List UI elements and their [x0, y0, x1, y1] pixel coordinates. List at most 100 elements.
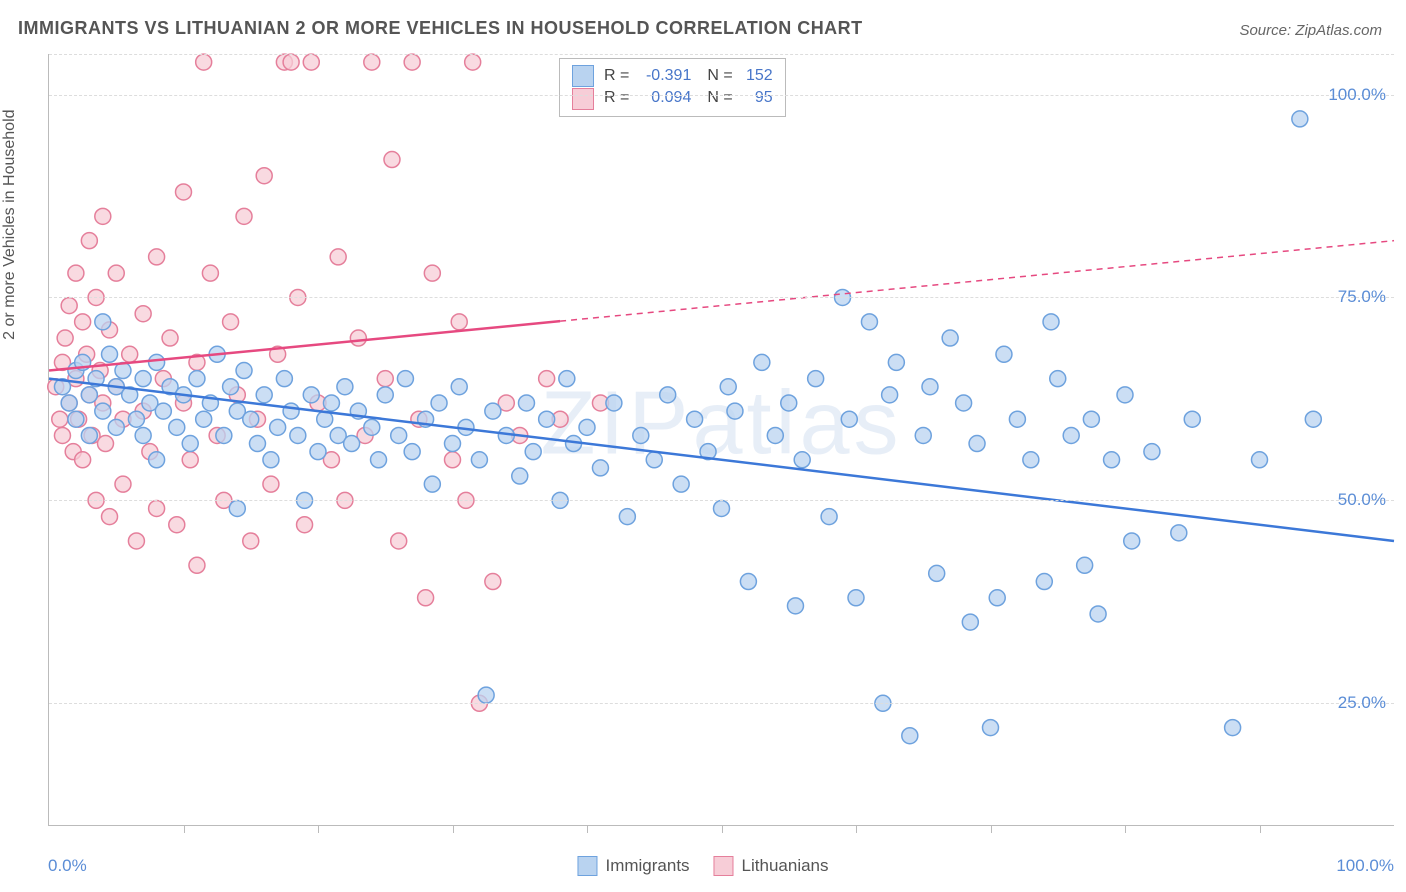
- data-point: [95, 314, 111, 330]
- data-point: [182, 436, 198, 452]
- data-point: [81, 233, 97, 249]
- data-point: [54, 427, 70, 443]
- n-label: N =: [707, 87, 732, 109]
- data-point: [539, 411, 555, 427]
- data-point: [1117, 387, 1133, 403]
- data-point: [1171, 525, 1187, 541]
- data-point: [1023, 452, 1039, 468]
- data-point: [1124, 533, 1140, 549]
- data-point: [848, 590, 864, 606]
- data-point: [397, 371, 413, 387]
- data-point: [364, 54, 380, 70]
- data-point: [236, 208, 252, 224]
- gridline: [49, 54, 1394, 55]
- data-point: [787, 598, 803, 614]
- data-point: [310, 444, 326, 460]
- data-point: [579, 419, 595, 435]
- legend-label-lithuanians: Lithuanians: [742, 856, 829, 876]
- y-tick-label: 25.0%: [1338, 693, 1386, 713]
- data-point: [518, 395, 534, 411]
- data-point: [135, 427, 151, 443]
- legend-stats-row-immigrants: R = -0.391 N = 152: [572, 65, 773, 87]
- data-point: [1144, 444, 1160, 460]
- data-point: [451, 314, 467, 330]
- source-attribution: Source: ZipAtlas.com: [1239, 22, 1382, 39]
- data-point: [243, 533, 259, 549]
- data-point: [445, 452, 461, 468]
- data-point: [781, 395, 797, 411]
- data-point: [714, 500, 730, 516]
- regression-line-dashed: [560, 241, 1394, 322]
- data-point: [97, 436, 113, 452]
- data-point: [229, 500, 245, 516]
- x-axis-max-label: 100.0%: [1336, 856, 1394, 876]
- data-point: [1184, 411, 1200, 427]
- data-point: [202, 265, 218, 281]
- data-point: [135, 371, 151, 387]
- data-point: [465, 54, 481, 70]
- gridline: [49, 703, 1394, 704]
- data-point: [754, 354, 770, 370]
- data-point: [996, 346, 1012, 362]
- data-point: [821, 509, 837, 525]
- data-point: [983, 720, 999, 736]
- n-value-immigrants: 152: [739, 65, 773, 87]
- data-point: [633, 427, 649, 443]
- data-point: [431, 395, 447, 411]
- data-point: [149, 500, 165, 516]
- legend-swatch-immigrants: [572, 65, 594, 87]
- data-point: [525, 444, 541, 460]
- data-point: [297, 517, 313, 533]
- data-point: [424, 265, 440, 281]
- data-point: [236, 363, 252, 379]
- plot-area: ZIPatlas R = -0.391 N = 152 R = 0.094 N …: [48, 54, 1394, 826]
- chart-svg: [49, 54, 1394, 825]
- legend-stats: R = -0.391 N = 152 R = 0.094 N = 95: [559, 58, 786, 117]
- data-point: [424, 476, 440, 492]
- data-point: [243, 411, 259, 427]
- data-point: [606, 395, 622, 411]
- data-point: [687, 411, 703, 427]
- regression-line: [49, 321, 560, 370]
- data-point: [956, 395, 972, 411]
- data-point: [283, 403, 299, 419]
- data-point: [1063, 427, 1079, 443]
- data-point: [512, 468, 528, 484]
- data-point: [303, 54, 319, 70]
- data-point: [808, 371, 824, 387]
- data-point: [592, 460, 608, 476]
- data-point: [350, 330, 366, 346]
- n-value-lithuanians: 95: [739, 87, 773, 109]
- data-point: [75, 314, 91, 330]
- x-tick: [991, 825, 992, 833]
- y-tick-label: 50.0%: [1338, 490, 1386, 510]
- data-point: [196, 411, 212, 427]
- data-point: [196, 54, 212, 70]
- data-point: [619, 509, 635, 525]
- x-tick: [587, 825, 588, 833]
- data-point: [962, 614, 978, 630]
- data-point: [485, 574, 501, 590]
- data-point: [323, 395, 339, 411]
- data-point: [81, 387, 97, 403]
- gridline: [49, 297, 1394, 298]
- data-point: [68, 265, 84, 281]
- data-point: [169, 517, 185, 533]
- data-point: [68, 411, 84, 427]
- data-point: [155, 403, 171, 419]
- data-point: [128, 411, 144, 427]
- data-point: [102, 509, 118, 525]
- chart-title: IMMIGRANTS VS LITHUANIAN 2 OR MORE VEHIC…: [18, 18, 863, 39]
- x-tick: [856, 825, 857, 833]
- data-point: [330, 249, 346, 265]
- data-point: [149, 354, 165, 370]
- data-point: [1305, 411, 1321, 427]
- data-point: [223, 379, 239, 395]
- legend-swatch-lithuanians: [572, 88, 594, 110]
- data-point: [122, 346, 138, 362]
- data-point: [1292, 111, 1308, 127]
- data-point: [283, 54, 299, 70]
- data-point: [1077, 557, 1093, 573]
- data-point: [263, 476, 279, 492]
- r-label: R =: [604, 87, 629, 109]
